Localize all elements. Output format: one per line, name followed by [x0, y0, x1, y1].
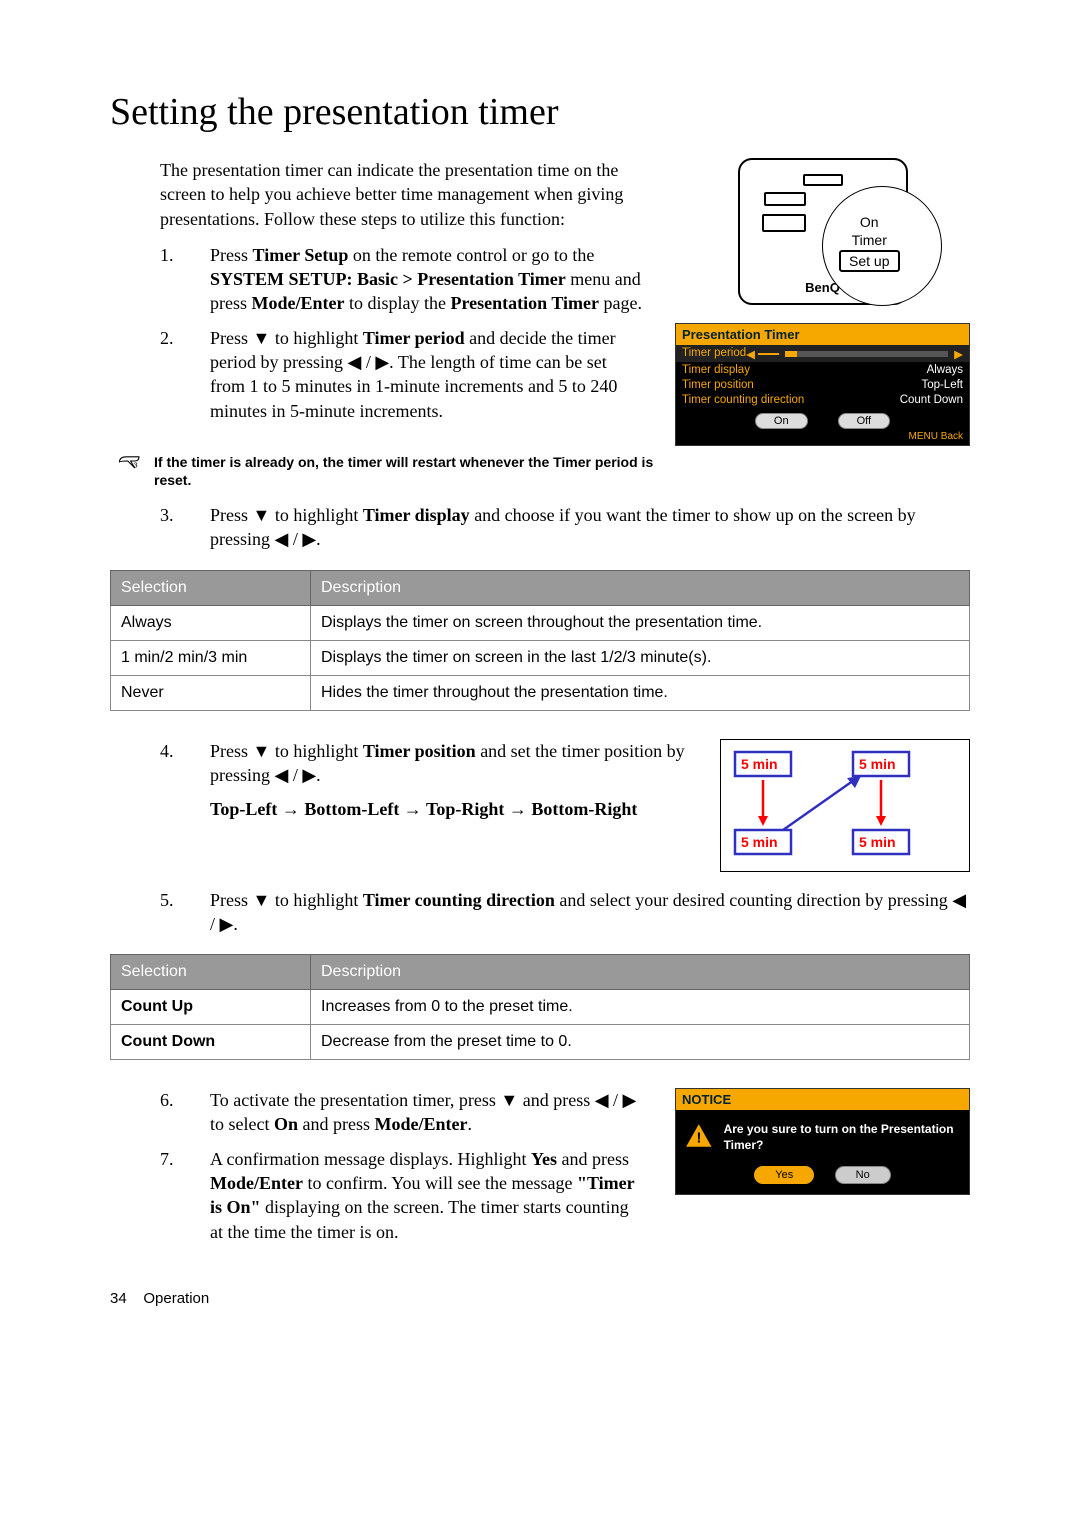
menu-panel: Presentation Timer Timer period ◀ ━━━▶ T… [675, 323, 970, 446]
menu-title: Presentation Timer [676, 324, 969, 345]
notice-title: NOTICE [676, 1089, 969, 1110]
table-row: NeverHides the timer throughout the pres… [111, 675, 970, 710]
notice-panel: NOTICE ! Are you sure to turn on the Pre… [675, 1088, 970, 1195]
counting-direction-table: Selection Description Count UpIncreases … [110, 954, 970, 1060]
svg-text:5 min: 5 min [741, 756, 778, 772]
page-number: 34 [110, 1290, 127, 1307]
steps-list-a: Press Timer Setup on the remote control … [160, 243, 645, 423]
remote-setup-label: Set up [839, 250, 899, 272]
section-name: Operation [143, 1290, 209, 1307]
menu-row-period: Timer period ◀ ━━━▶ [676, 345, 969, 362]
intro-paragraph: The presentation timer can indicate the … [160, 158, 645, 231]
step-7: A confirmation message displays. Highlig… [160, 1147, 645, 1244]
position-sequence: Top-Left → Bottom-Left → Top-Right → Bot… [210, 799, 637, 819]
table1-header-selection: Selection [111, 570, 311, 605]
timer-display-table: Selection Description AlwaysDisplays the… [110, 570, 970, 711]
page-footer: 34 Operation [110, 1290, 970, 1307]
table2-header-description: Description [311, 955, 970, 990]
menu-on-button: On [755, 413, 808, 429]
remote-on-label: On [839, 214, 899, 230]
svg-text:!: ! [697, 1131, 702, 1147]
svg-text:5 min: 5 min [859, 756, 896, 772]
step-6: To activate the presentation timer, pres… [160, 1088, 645, 1137]
table-row: Count DownDecrease from the preset time … [111, 1025, 970, 1060]
table-row: 1 min/2 min/3 minDisplays the timer on s… [111, 640, 970, 675]
position-diagram: 5 min 5 min 5 min 5 min [720, 739, 970, 872]
menu-off-button: Off [838, 413, 890, 429]
remote-illustration-column: On Timer Set up BenQ Presentation Timer … [675, 158, 970, 446]
svg-text:3: 3 [133, 460, 137, 469]
remote-timer-label: Timer [839, 232, 899, 248]
step-5: Press ▼ to highlight Timer counting dire… [160, 888, 970, 937]
note-text: If the timer is already on, the timer wi… [154, 454, 674, 489]
remote-illustration: On Timer Set up BenQ [738, 158, 908, 305]
table-row: AlwaysDisplays the timer on screen throu… [111, 605, 970, 640]
svg-text:5 min: 5 min [741, 834, 778, 850]
step-3: Press ▼ to highlight Timer display and c… [160, 503, 970, 552]
table-row: Count UpIncreases from 0 to the preset t… [111, 990, 970, 1025]
note-icon: 3 [118, 454, 146, 471]
step-4: Press ▼ to highlight Timer position and … [160, 739, 690, 822]
step-1: Press Timer Setup on the remote control … [160, 243, 645, 316]
menu-row-display: Timer displayAlways [676, 362, 969, 377]
svg-text:5 min: 5 min [859, 834, 896, 850]
step-2: Press ▼ to highlight Timer period and de… [160, 326, 645, 423]
notice-message: Are you sure to turn on the Presentation… [724, 1122, 961, 1153]
notice-no-button: No [835, 1166, 891, 1184]
warning-icon: ! [684, 1122, 714, 1149]
note-callout: 3 If the timer is already on, the timer … [110, 454, 970, 489]
table2-header-selection: Selection [111, 955, 311, 990]
menu-row-direction: Timer counting directionCount Down [676, 392, 969, 407]
notice-yes-button: Yes [754, 1166, 814, 1184]
table1-header-description: Description [311, 570, 970, 605]
page-title: Setting the presentation timer [110, 90, 970, 134]
menu-row-position: Timer positionTop-Left [676, 377, 969, 392]
menu-foot: MENU Back [676, 431, 969, 445]
